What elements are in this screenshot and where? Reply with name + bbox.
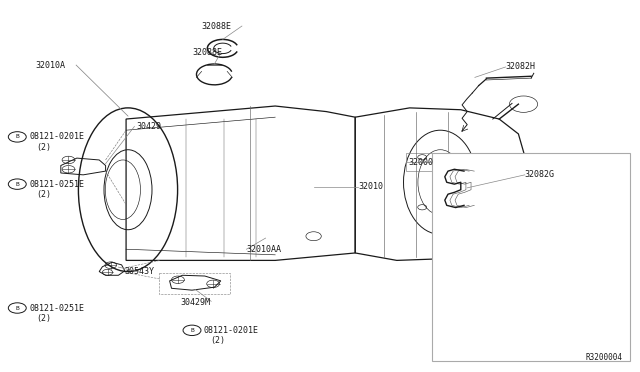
Text: 30543Y: 30543Y — [125, 267, 155, 276]
Text: 32010AA: 32010AA — [246, 246, 282, 254]
Text: 08121-0201E: 08121-0201E — [204, 326, 259, 335]
Bar — [406, 153, 483, 171]
Text: 30429: 30429 — [136, 122, 161, 131]
Text: (2): (2) — [36, 190, 51, 199]
Text: 32088E: 32088E — [192, 48, 222, 57]
Text: 32082H: 32082H — [506, 62, 536, 71]
Text: 32010A: 32010A — [35, 61, 65, 70]
Text: B: B — [15, 305, 19, 311]
Text: (2): (2) — [36, 143, 51, 152]
Text: 32088E: 32088E — [202, 22, 232, 31]
Text: B: B — [15, 134, 19, 140]
Text: (2): (2) — [210, 336, 225, 345]
Text: 08121-0201E: 08121-0201E — [29, 132, 84, 141]
Text: 08121-0251E: 08121-0251E — [29, 180, 84, 189]
Text: 32010: 32010 — [358, 182, 383, 190]
Text: B: B — [15, 182, 19, 187]
Text: B: B — [190, 328, 194, 333]
Text: 08121-0251E: 08121-0251E — [29, 304, 84, 312]
Text: 30429M: 30429M — [180, 298, 211, 307]
Text: 32000: 32000 — [408, 158, 433, 167]
Text: 32082G: 32082G — [525, 170, 555, 179]
Text: (2): (2) — [36, 314, 51, 323]
Text: R3200004: R3200004 — [586, 353, 623, 362]
Bar — [432, 153, 630, 361]
